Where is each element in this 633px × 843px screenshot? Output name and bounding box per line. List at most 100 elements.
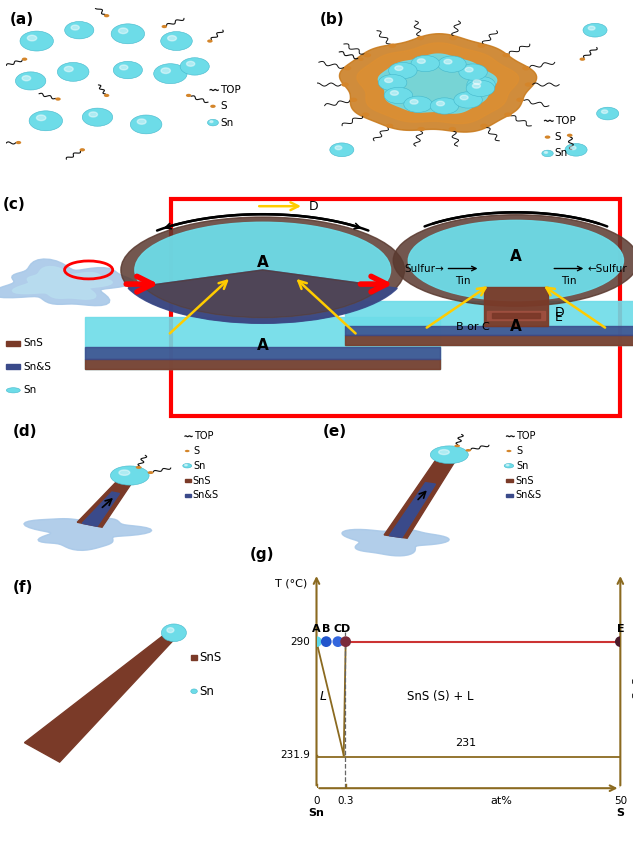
Circle shape bbox=[71, 25, 79, 30]
Bar bbox=[85, 347, 440, 358]
Text: ←Sulfur: ←Sulfur bbox=[588, 264, 627, 273]
Circle shape bbox=[104, 94, 110, 97]
Text: Sn: Sn bbox=[516, 461, 529, 470]
Circle shape bbox=[22, 57, 27, 61]
Circle shape bbox=[379, 74, 407, 91]
Circle shape bbox=[570, 146, 576, 150]
Circle shape bbox=[444, 59, 452, 64]
Wedge shape bbox=[393, 215, 633, 306]
Circle shape bbox=[168, 35, 177, 40]
Bar bbox=[191, 655, 197, 660]
Bar bbox=[484, 287, 548, 326]
Circle shape bbox=[180, 57, 210, 75]
Text: Sn: Sn bbox=[220, 118, 233, 127]
Circle shape bbox=[417, 127, 425, 132]
Circle shape bbox=[65, 21, 94, 39]
Circle shape bbox=[437, 101, 444, 106]
Text: A: A bbox=[510, 319, 522, 334]
Circle shape bbox=[210, 121, 213, 122]
Circle shape bbox=[111, 24, 144, 44]
Circle shape bbox=[207, 40, 213, 43]
Circle shape bbox=[330, 143, 354, 157]
Polygon shape bbox=[24, 518, 152, 550]
Circle shape bbox=[544, 152, 548, 153]
Circle shape bbox=[358, 57, 363, 61]
Text: E: E bbox=[617, 624, 624, 634]
FancyBboxPatch shape bbox=[171, 199, 620, 416]
Circle shape bbox=[411, 56, 439, 72]
Text: S: S bbox=[220, 101, 227, 111]
Circle shape bbox=[389, 62, 417, 78]
Point bbox=[321, 635, 331, 648]
Polygon shape bbox=[339, 34, 537, 132]
Circle shape bbox=[58, 62, 89, 81]
Circle shape bbox=[29, 110, 63, 131]
Text: SnS: SnS bbox=[193, 475, 211, 486]
Circle shape bbox=[522, 66, 530, 70]
Circle shape bbox=[65, 67, 73, 72]
Text: A: A bbox=[257, 255, 268, 271]
Bar bbox=[85, 358, 440, 369]
Circle shape bbox=[588, 26, 595, 30]
Wedge shape bbox=[142, 270, 383, 318]
Circle shape bbox=[504, 112, 511, 117]
Text: (d): (d) bbox=[12, 425, 37, 439]
Text: Sn&S: Sn&S bbox=[515, 491, 541, 500]
Circle shape bbox=[16, 141, 22, 144]
Circle shape bbox=[82, 108, 113, 126]
Polygon shape bbox=[0, 259, 133, 306]
Text: Tin: Tin bbox=[455, 277, 471, 287]
Text: Sn: Sn bbox=[199, 685, 214, 698]
Text: TOP: TOP bbox=[555, 115, 575, 126]
Circle shape bbox=[137, 119, 146, 124]
Circle shape bbox=[20, 31, 53, 51]
Circle shape bbox=[210, 105, 216, 108]
Circle shape bbox=[186, 94, 191, 97]
Circle shape bbox=[27, 35, 37, 40]
Circle shape bbox=[161, 624, 186, 642]
Circle shape bbox=[477, 44, 485, 48]
Circle shape bbox=[130, 115, 162, 134]
Circle shape bbox=[580, 57, 585, 61]
Text: B or C: B or C bbox=[456, 321, 490, 331]
Circle shape bbox=[410, 99, 418, 104]
Text: at%: at% bbox=[491, 796, 513, 806]
Circle shape bbox=[472, 83, 480, 89]
Circle shape bbox=[161, 68, 170, 73]
Circle shape bbox=[417, 59, 425, 63]
Bar bbox=[506, 494, 513, 497]
Text: A: A bbox=[312, 624, 321, 634]
Circle shape bbox=[454, 444, 460, 448]
Text: S: S bbox=[555, 132, 561, 142]
Text: D: D bbox=[308, 200, 318, 212]
Circle shape bbox=[466, 80, 494, 96]
Circle shape bbox=[417, 35, 424, 40]
Bar bbox=[487, 311, 545, 319]
Circle shape bbox=[185, 464, 187, 465]
Wedge shape bbox=[408, 220, 624, 301]
Polygon shape bbox=[342, 529, 449, 556]
Text: Sn: Sn bbox=[194, 461, 206, 470]
Text: D: D bbox=[555, 306, 564, 319]
Circle shape bbox=[349, 98, 357, 102]
Circle shape bbox=[187, 62, 195, 67]
Circle shape bbox=[385, 78, 392, 83]
Circle shape bbox=[363, 53, 371, 57]
Circle shape bbox=[565, 143, 587, 156]
Text: Sn&S: Sn&S bbox=[193, 491, 219, 500]
Circle shape bbox=[525, 83, 532, 87]
Polygon shape bbox=[389, 483, 436, 538]
Circle shape bbox=[439, 449, 449, 454]
Text: S: S bbox=[516, 446, 522, 456]
Circle shape bbox=[467, 77, 496, 93]
Point bbox=[311, 635, 322, 648]
Circle shape bbox=[504, 464, 513, 468]
Text: SnS (S) + L: SnS (S) + L bbox=[406, 690, 473, 703]
Text: TOP: TOP bbox=[194, 432, 213, 441]
Bar bbox=[345, 336, 633, 345]
Text: SnS: SnS bbox=[515, 475, 534, 486]
Text: T (°C): T (°C) bbox=[275, 578, 308, 588]
Text: (g): (g) bbox=[249, 547, 274, 562]
Text: TOP: TOP bbox=[516, 432, 536, 441]
Wedge shape bbox=[121, 217, 404, 323]
